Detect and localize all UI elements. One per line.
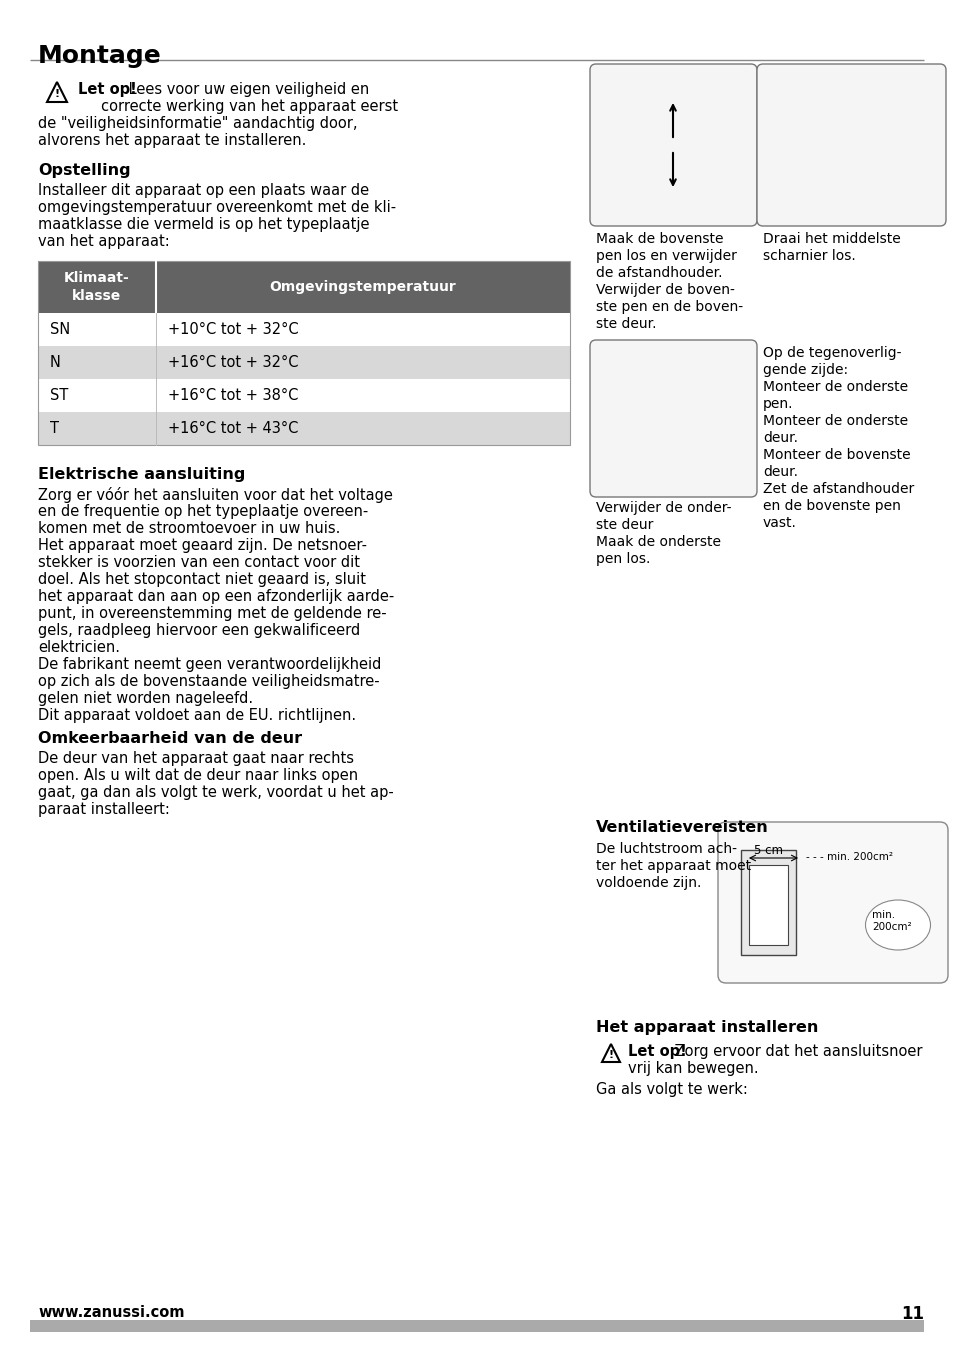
Text: Zorg er vóór het aansluiten voor dat het voltage: Zorg er vóór het aansluiten voor dat het…	[38, 487, 393, 503]
Text: ste pen en de boven-: ste pen en de boven-	[596, 300, 742, 314]
Text: scharnier los.: scharnier los.	[762, 249, 855, 264]
Text: van het apparaat:: van het apparaat:	[38, 234, 170, 249]
Text: voldoende zijn.: voldoende zijn.	[596, 876, 700, 890]
FancyBboxPatch shape	[589, 64, 757, 226]
Text: Installeer dit apparaat op een plaats waar de: Installeer dit apparaat op een plaats wa…	[38, 183, 369, 197]
Text: gelen niet worden nageleefd.: gelen niet worden nageleefd.	[38, 691, 253, 706]
Text: ter het apparaat moet: ter het apparaat moet	[596, 859, 750, 873]
Text: punt, in overeenstemming met de geldende re-: punt, in overeenstemming met de geldende…	[38, 606, 386, 621]
Bar	[748, 865, 787, 945]
Text: Zet de afstandhouder: Zet de afstandhouder	[762, 483, 913, 496]
Text: De luchtstroom ach-: De luchtstroom ach-	[596, 842, 737, 856]
Text: Monteer de onderste: Monteer de onderste	[762, 414, 907, 429]
Text: Let op!: Let op!	[627, 1044, 686, 1059]
Text: Monteer de bovenste: Monteer de bovenste	[762, 448, 910, 462]
Text: maatklasse die vermeld is op het typeplaatje: maatklasse die vermeld is op het typepla…	[38, 218, 369, 233]
Text: stekker is voorzien van een contact voor dit: stekker is voorzien van een contact voor…	[38, 556, 359, 571]
Text: Opstelling: Opstelling	[38, 164, 131, 178]
Text: Omkeerbaarheid van de deur: Omkeerbaarheid van de deur	[38, 731, 302, 746]
Text: omgevingstemperatuur overeenkomt met de kli-: omgevingstemperatuur overeenkomt met de …	[38, 200, 395, 215]
Text: !: !	[608, 1049, 613, 1060]
Text: de afstandhouder.: de afstandhouder.	[596, 266, 721, 280]
Text: op zich als de bovenstaande veiligheidsmatre-: op zich als de bovenstaande veiligheidsm…	[38, 675, 379, 690]
Text: 11: 11	[900, 1305, 923, 1324]
Text: !: !	[54, 89, 59, 99]
FancyBboxPatch shape	[757, 64, 945, 226]
Text: - - - min. 200cm²: - - - min. 200cm²	[805, 852, 892, 863]
Text: +16°C tot + 32°C: +16°C tot + 32°C	[168, 356, 298, 370]
FancyBboxPatch shape	[589, 339, 757, 498]
Bar	[38, 261, 569, 314]
Text: deur.: deur.	[762, 431, 797, 445]
Text: Op de tegenoverlig-: Op de tegenoverlig-	[762, 346, 901, 360]
Ellipse shape	[864, 900, 929, 950]
Bar	[38, 379, 569, 412]
Text: Verwijder de onder-: Verwijder de onder-	[596, 502, 731, 515]
Text: vrij kan bewegen.: vrij kan bewegen.	[627, 1061, 758, 1076]
Text: Maak de bovenste: Maak de bovenste	[596, 233, 722, 246]
Text: en de frequentie op het typeplaatje overeen-: en de frequentie op het typeplaatje over…	[38, 504, 368, 519]
Text: SN: SN	[50, 322, 71, 337]
Bar	[38, 314, 569, 346]
Text: De deur van het apparaat gaat naar rechts: De deur van het apparaat gaat naar recht…	[38, 750, 354, 767]
Text: correcte werking van het apparaat eerst: correcte werking van het apparaat eerst	[78, 99, 397, 114]
Text: de "veiligheidsinformatie" aandachtig door,: de "veiligheidsinformatie" aandachtig do…	[38, 116, 357, 131]
Text: pen los en verwijder: pen los en verwijder	[596, 249, 736, 264]
Text: www.zanussi.com: www.zanussi.com	[38, 1305, 184, 1320]
Text: Maak de onderste: Maak de onderste	[596, 535, 720, 549]
Bar	[38, 346, 569, 379]
Bar	[38, 412, 569, 445]
Text: Lees voor uw eigen veiligheid en: Lees voor uw eigen veiligheid en	[124, 82, 369, 97]
Text: 5 cm: 5 cm	[753, 844, 782, 857]
Text: De fabrikant neemt geen verantwoordelijkheid: De fabrikant neemt geen verantwoordelijk…	[38, 657, 381, 672]
Text: Monteer de onderste: Monteer de onderste	[762, 380, 907, 393]
Text: Verwijder de boven-: Verwijder de boven-	[596, 283, 734, 297]
Bar	[740, 850, 795, 955]
Text: vast.: vast.	[762, 516, 796, 530]
Text: Het apparaat installeren: Het apparaat installeren	[596, 1019, 818, 1036]
Text: Omgevingstemperatuur: Omgevingstemperatuur	[270, 280, 456, 293]
Text: Let op!: Let op!	[78, 82, 136, 97]
Text: gels, raadpleeg hiervoor een gekwalificeerd: gels, raadpleeg hiervoor een gekwalifice…	[38, 623, 360, 638]
Text: pen.: pen.	[762, 397, 793, 411]
Text: ste deur.: ste deur.	[596, 316, 656, 331]
Bar	[38, 261, 569, 445]
Text: Het apparaat moet geaard zijn. De netsnoer-: Het apparaat moet geaard zijn. De netsno…	[38, 538, 367, 553]
Text: Draai het middelste: Draai het middelste	[762, 233, 900, 246]
Text: +16°C tot + 38°C: +16°C tot + 38°C	[168, 388, 298, 403]
Text: het apparaat dan aan op een afzonderlijk aarde-: het apparaat dan aan op een afzonderlijk…	[38, 589, 394, 604]
Text: +16°C tot + 43°C: +16°C tot + 43°C	[168, 420, 298, 435]
Text: Elektrische aansluiting: Elektrische aansluiting	[38, 466, 245, 483]
Text: alvorens het apparaat te installeren.: alvorens het apparaat te installeren.	[38, 132, 306, 147]
Text: open. Als u wilt dat de deur naar links open: open. Als u wilt dat de deur naar links …	[38, 768, 357, 783]
Text: deur.: deur.	[762, 465, 797, 479]
Bar	[30, 1320, 923, 1332]
Text: +10°C tot + 32°C: +10°C tot + 32°C	[168, 322, 298, 337]
Text: en de bovenste pen: en de bovenste pen	[762, 499, 900, 512]
Text: gende zijde:: gende zijde:	[762, 362, 847, 377]
Text: pen los.: pen los.	[596, 552, 650, 566]
Text: Klimaat-
klasse: Klimaat- klasse	[64, 272, 130, 303]
Text: komen met de stroomtoevoer in uw huis.: komen met de stroomtoevoer in uw huis.	[38, 521, 340, 535]
Text: elektricien.: elektricien.	[38, 639, 120, 654]
Text: ST: ST	[50, 388, 69, 403]
Text: ste deur: ste deur	[596, 518, 653, 531]
Text: T: T	[50, 420, 59, 435]
Text: doel. Als het stopcontact niet geaard is, sluit: doel. Als het stopcontact niet geaard is…	[38, 572, 366, 587]
Text: N: N	[50, 356, 61, 370]
Text: Zorg ervoor dat het aansluitsnoer: Zorg ervoor dat het aansluitsnoer	[669, 1044, 922, 1059]
Text: min.
200cm²: min. 200cm²	[871, 910, 911, 932]
Text: Ventilatievereisten: Ventilatievereisten	[596, 821, 768, 836]
FancyBboxPatch shape	[718, 822, 947, 983]
Text: Montage: Montage	[38, 45, 162, 68]
Text: Ga als volgt te werk:: Ga als volgt te werk:	[596, 1082, 747, 1096]
Text: Dit apparaat voldoet aan de EU. richtlijnen.: Dit apparaat voldoet aan de EU. richtlij…	[38, 708, 355, 723]
Text: paraat installeert:: paraat installeert:	[38, 802, 170, 817]
Text: gaat, ga dan als volgt te werk, voordat u het ap-: gaat, ga dan als volgt te werk, voordat …	[38, 786, 394, 800]
